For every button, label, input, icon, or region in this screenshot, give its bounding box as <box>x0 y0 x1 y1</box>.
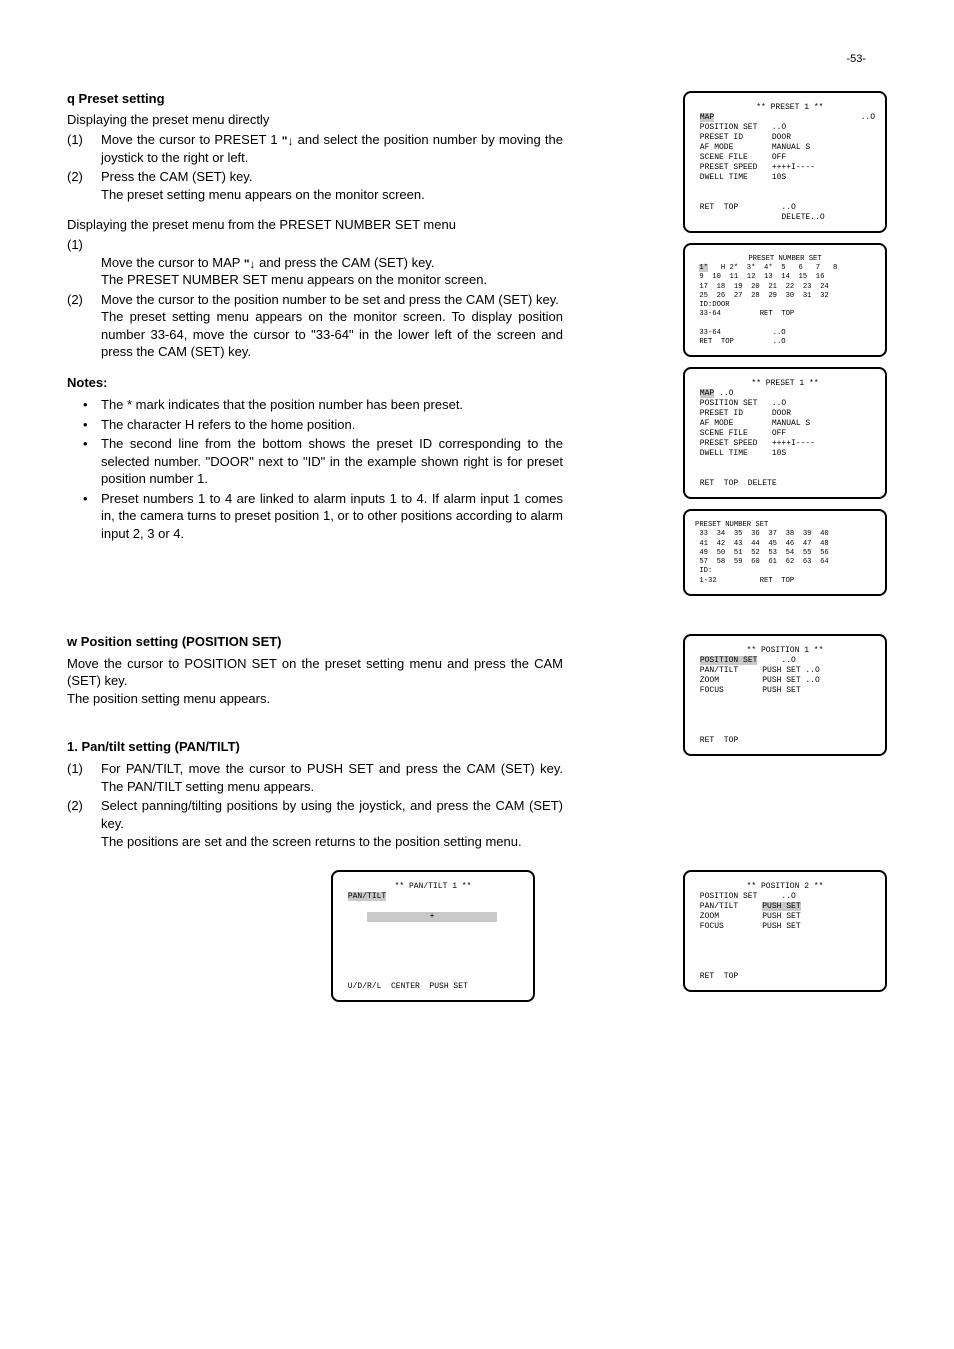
highlight: MAP <box>700 113 714 122</box>
subtitle-from-menu: Displaying the preset menu from the PRES… <box>67 217 563 232</box>
bullet-icon: • <box>83 490 101 543</box>
text: AF MODE MANUAL S <box>695 143 810 152</box>
section-title-position: w Position setting (POSITION SET) <box>67 634 563 649</box>
text: ..O <box>861 113 875 123</box>
highlight: + <box>367 912 497 922</box>
text: ZOOM <box>695 676 762 685</box>
bullet-icon: • <box>83 435 101 488</box>
text: POSITION SET ..O <box>695 123 786 132</box>
list-text: Select panning/tilting positions by usin… <box>101 797 563 850</box>
panel-title: ** PRESET 1 ** <box>700 103 880 113</box>
text: RET TOP ..O <box>695 338 786 346</box>
notes-title: Notes: <box>67 375 563 390</box>
panel-title: PRESET NUMBER SET <box>695 255 875 264</box>
list-num: (1) <box>67 760 101 795</box>
text: U/D/R/L CENTER PUSH SET <box>343 982 468 991</box>
text: PRESET NUMBER SET 33 34 35 36 37 38 39 4… <box>695 521 829 584</box>
list-num: (1) <box>67 131 101 166</box>
screen-preset-number-set-a: PRESET NUMBER SET 1* H 2* 3* 4* 5 6 7 8 … <box>683 243 887 357</box>
text: PRESET ID DOOR <box>695 133 791 142</box>
list-num: (2) <box>67 168 101 203</box>
arrow-down-icon: "↓ <box>244 258 256 270</box>
screen-position-1: ** POSITION 1 ** POSITION SET ..O PAN/TI… <box>683 634 887 756</box>
text: 33-64 ..O <box>695 329 786 337</box>
text: DWELL TIME 10S <box>695 173 786 182</box>
text: RET TOP ..O <box>695 203 796 212</box>
highlight: PAN/TILT <box>348 892 386 901</box>
list-num: (1) <box>67 236 101 289</box>
screen-preset-1: ** PRESET 1 ** MAP ..O POSITION SET ..O P… <box>683 91 887 233</box>
text: ..O POSITION SET ..O PRESET ID DOOR AF M… <box>695 389 815 488</box>
text: SCENE FILE OFF <box>695 153 786 162</box>
list-num: (2) <box>67 291 101 361</box>
text: H 2* 3* 4* 5 6 7 8 9 10 11 12 13 14 15 1… <box>695 264 837 318</box>
note-text: The * mark indicates that the position n… <box>101 396 563 414</box>
panel-title: ** PAN/TILT 1 ** <box>343 882 523 892</box>
section-title-preset: q Preset setting <box>67 91 563 106</box>
bullet-icon: • <box>83 416 101 434</box>
list-num: (2) <box>67 797 101 850</box>
panel-title: ** PRESET 1 ** <box>695 379 875 389</box>
note-text: Preset numbers 1 to 4 are linked to alar… <box>101 490 563 543</box>
screen-pan-tilt-1: ** PAN/TILT 1 ** PAN/TILT + U/D/R/L CENT… <box>331 870 535 1002</box>
text: DELETE..O <box>695 213 825 222</box>
list-text: Move the cursor to the position number t… <box>101 291 563 361</box>
list-text: Press the CAM (SET) key. The preset sett… <box>101 168 563 203</box>
text: Move the cursor to PRESET 1 <box>101 132 282 147</box>
list-text: Move the cursor to MAP "↓ and press the … <box>101 236 563 289</box>
text: PRESET SPEED ++++I---- <box>695 163 815 172</box>
subtitle-pan-tilt: 1. Pan/tilt setting (PAN/TILT) <box>67 739 563 754</box>
text: ZOOM PUSH SET FOCUS PUSH SET RET TOP <box>695 912 801 981</box>
note-text: The second line from the bottom shows th… <box>101 435 563 488</box>
screen-position-2: ** POSITION 2 ** POSITION SET ..O PAN/TI… <box>683 870 887 992</box>
list-text: For PAN/TILT, move the cursor to PUSH SE… <box>101 760 563 795</box>
highlight: 1* <box>699 264 708 272</box>
panel-title: ** POSITION 2 ** <box>695 882 875 892</box>
subtitle-direct: Displaying the preset menu directly <box>67 112 563 127</box>
text: PUSH SET ..O <box>762 666 820 675</box>
highlight: POSITION SET <box>700 656 758 665</box>
arrow-down-icon: "↓ <box>282 135 294 147</box>
page-number: -53- <box>846 53 866 65</box>
bullet-icon: • <box>83 396 101 414</box>
panel-title: ** POSITION 1 ** <box>695 646 875 656</box>
note-text: The character H refers to the home posit… <box>101 416 563 434</box>
screen-preset-number-set-b: PRESET NUMBER SET 33 34 35 36 37 38 39 4… <box>683 509 887 596</box>
highlight: PUSH SET <box>762 902 800 911</box>
text: FOCUS PUSH SET RET TOP <box>695 686 801 745</box>
highlight: MAP <box>700 389 714 398</box>
screen-preset-1b: ** PRESET 1 ** MAP ..O POSITION SET ..O … <box>683 367 887 499</box>
text: Move the cursor to MAP <box>101 255 244 270</box>
list-text: Move the cursor to PRESET 1 "↓ and selec… <box>101 131 563 166</box>
text: PUSH SET ..O <box>762 676 820 685</box>
intro-text: Move the cursor to POSITION SET on the p… <box>67 655 563 708</box>
